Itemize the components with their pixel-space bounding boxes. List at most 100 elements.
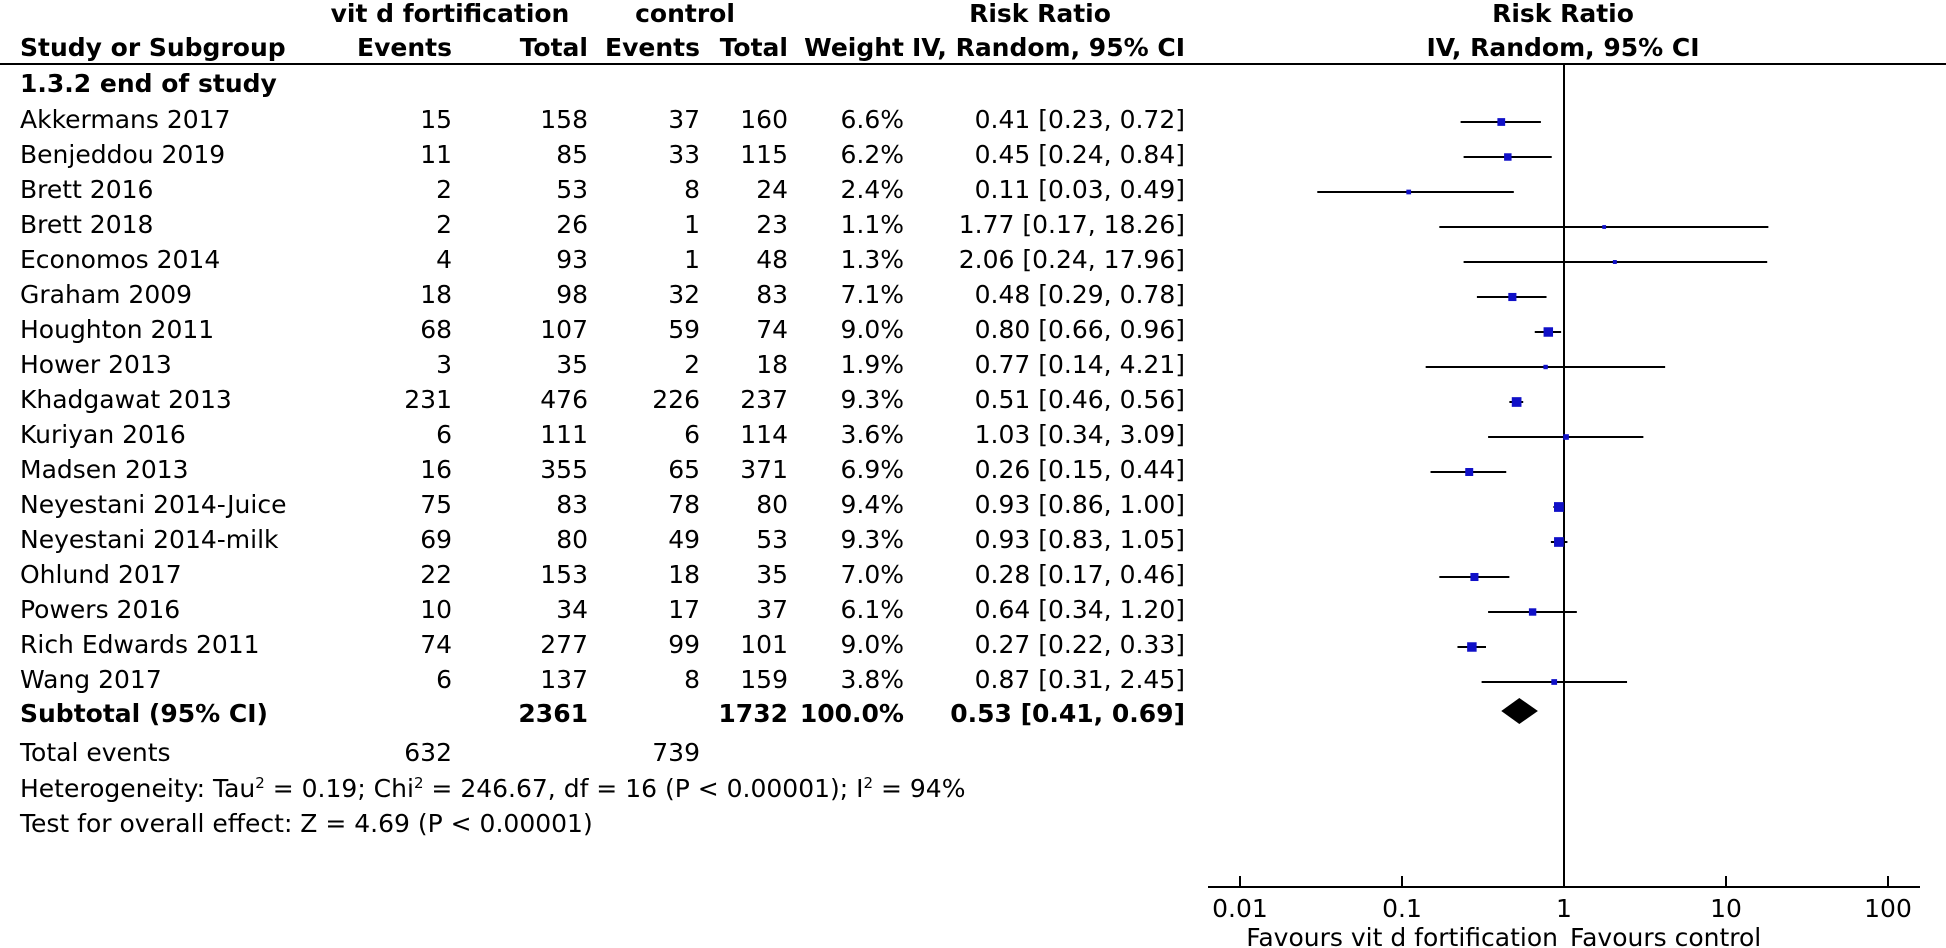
- subgroup-label: 1.3.2 end of study: [20, 69, 277, 98]
- study-risk-ratio: 0.93 [0.83, 1.05]: [974, 525, 1185, 554]
- events-treatment: 2: [436, 210, 452, 239]
- total-treatment: 53: [556, 175, 588, 204]
- study-weight: 6.6%: [840, 105, 904, 134]
- subtotal-total1: 2361: [518, 699, 588, 728]
- events-treatment: 15: [420, 105, 452, 134]
- x-tick-label: 100: [1864, 894, 1912, 923]
- study-name: Powers 2016: [20, 595, 181, 624]
- total-control: 371: [740, 455, 788, 484]
- total-control: 237: [740, 385, 788, 414]
- study-weight: 9.3%: [840, 385, 904, 414]
- events-treatment: 22: [420, 560, 452, 589]
- study-risk-ratio: 0.87 [0.31, 2.45]: [974, 665, 1185, 694]
- study-weight: 6.2%: [840, 140, 904, 169]
- effect-marker: [1465, 468, 1474, 476]
- rr-column-method: IV, Random, 95% CI: [911, 33, 1185, 62]
- col-events2-header: Events: [605, 33, 700, 62]
- total-treatment: 26: [556, 210, 588, 239]
- study-weight: 9.0%: [840, 630, 904, 659]
- effect-marker: [1528, 608, 1537, 616]
- study-risk-ratio: 2.06 [0.24, 17.96]: [958, 245, 1185, 274]
- total-control: 48: [756, 245, 788, 274]
- effect-marker: [1551, 679, 1558, 685]
- events-treatment: 68: [420, 315, 452, 344]
- study-weight: 9.3%: [840, 525, 904, 554]
- effect-marker: [1508, 292, 1517, 302]
- effect-marker: [1467, 642, 1477, 652]
- events-treatment: 74: [420, 630, 452, 659]
- effect-marker: [1554, 537, 1564, 547]
- events-control: 17: [668, 595, 700, 624]
- total-treatment: 158: [540, 105, 588, 134]
- events-control: 78: [668, 490, 700, 519]
- events-treatment: 18: [420, 280, 452, 309]
- col-events1-header: Events: [357, 33, 452, 62]
- events-treatment: 11: [420, 140, 452, 169]
- total-treatment: 80: [556, 525, 588, 554]
- x-tick-label: 0.01: [1212, 894, 1268, 923]
- total-control: 114: [740, 420, 788, 449]
- study-name: Benjeddou 2019: [20, 140, 226, 169]
- total-treatment: 111: [540, 420, 588, 449]
- effect-marker: [1543, 364, 1548, 370]
- total-treatment: 137: [540, 665, 588, 694]
- total-events-label: Total events: [20, 738, 171, 767]
- study-risk-ratio: 0.93 [0.86, 1.00]: [974, 490, 1185, 519]
- events-treatment: 6: [436, 420, 452, 449]
- events-control: 1: [684, 245, 700, 274]
- total-control: 159: [740, 665, 788, 694]
- total-treatment: 153: [540, 560, 588, 589]
- study-name: Rich Edwards 2011: [20, 630, 260, 659]
- study-name: Wang 2017: [20, 665, 162, 694]
- total-control: 83: [756, 280, 788, 309]
- events-treatment: 16: [420, 455, 452, 484]
- study-weight: 6.1%: [840, 595, 904, 624]
- events-control: 33: [668, 140, 700, 169]
- subtotal-label: Subtotal (95% CI): [20, 699, 268, 728]
- heterogeneity-text: Heterogeneity: Tau2 = 0.19; Chi2 = 246.6…: [20, 774, 966, 803]
- study-risk-ratio: 0.26 [0.15, 0.44]: [974, 455, 1185, 484]
- events-treatment: 4: [436, 245, 452, 274]
- total-treatment: 277: [540, 630, 588, 659]
- overall-effect-text: Test for overall effect: Z = 4.69 (P < 0…: [20, 809, 593, 838]
- effect-marker: [1563, 434, 1569, 440]
- effect-marker: [1511, 397, 1522, 407]
- events-control: 49: [668, 525, 700, 554]
- x-tick-label: 0.1: [1382, 894, 1422, 923]
- col-total2-header: Total: [719, 33, 788, 62]
- total-treatment: 34: [556, 595, 588, 624]
- rr-column-title: Risk Ratio: [969, 0, 1111, 28]
- study-weight: 1.9%: [840, 350, 904, 379]
- study-weight: 1.3%: [840, 245, 904, 274]
- pooled-diamond: [1501, 698, 1538, 724]
- x-tick-label: 10: [1710, 894, 1742, 923]
- events-control: 2: [684, 350, 700, 379]
- effect-marker: [1554, 502, 1564, 512]
- study-name: Graham 2009: [20, 280, 193, 309]
- study-name: Hower 2013: [20, 350, 172, 379]
- col-total1-header: Total: [519, 33, 588, 62]
- study-name: Madsen 2013: [20, 455, 189, 484]
- effect-marker: [1406, 189, 1412, 195]
- study-weight: 3.8%: [840, 665, 904, 694]
- study-name: Brett 2016: [20, 175, 154, 204]
- study-weight: 1.1%: [840, 210, 904, 239]
- total-treatment: 85: [556, 140, 588, 169]
- study-weight: 7.0%: [840, 560, 904, 589]
- study-name: Brett 2018: [20, 210, 154, 239]
- subtotal-total2: 1732: [718, 699, 788, 728]
- subtotal-ci: 0.53 [0.41, 0.69]: [950, 699, 1185, 728]
- study-risk-ratio: 0.41 [0.23, 0.72]: [974, 105, 1185, 134]
- total-treatment: 98: [556, 280, 588, 309]
- study-weight: 3.6%: [840, 420, 904, 449]
- total-control: 80: [756, 490, 788, 519]
- total-treatment: 83: [556, 490, 588, 519]
- events-control: 226: [652, 385, 700, 414]
- group2-header: control: [635, 0, 735, 28]
- effect-marker: [1602, 225, 1607, 229]
- total-treatment: 93: [556, 245, 588, 274]
- events-treatment: 231: [404, 385, 452, 414]
- total-events2: 739: [652, 738, 700, 767]
- events-treatment: 3: [436, 350, 452, 379]
- group1-header: vit d fortification: [330, 0, 570, 28]
